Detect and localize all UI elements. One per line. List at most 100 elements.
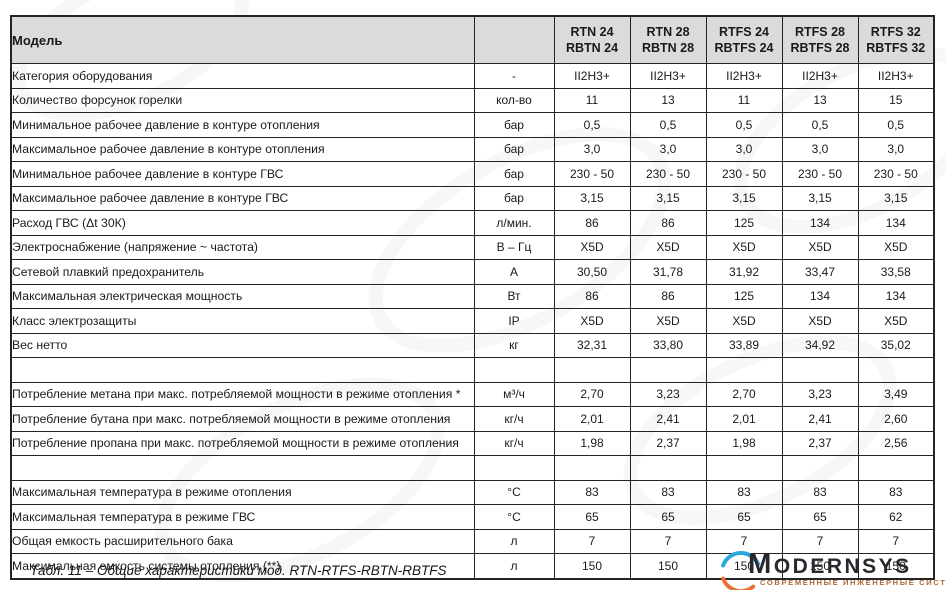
value-cell: 2,41 [781, 406, 859, 432]
table-row: Максимальная емкость системы отопления (… [10, 553, 935, 579]
value-cell: 32,31 [553, 332, 631, 358]
row-unit: кол-во [473, 87, 555, 113]
table-row: Вес нетто кг 32,31 33,80 33,89 34,92 35,02 [10, 332, 935, 358]
row-unit: °С [473, 479, 555, 505]
value-cell: 0,5 [553, 112, 631, 138]
value-cell: 150 [629, 553, 707, 579]
value-cell: X5D [629, 308, 707, 334]
value-cell: 0,5 [781, 112, 859, 138]
unit-header-cell [473, 15, 555, 64]
value-cell: 35,02 [857, 332, 935, 358]
value-cell: 11 [705, 87, 783, 113]
row-unit: м³/ч [473, 381, 555, 407]
value-cell: II2H3+ [629, 63, 707, 89]
value-cell: 134 [857, 283, 935, 309]
value-cell: X5D [705, 308, 783, 334]
value-cell: 65 [781, 504, 859, 530]
logo-tagline: СОВРЕМЕННЫЕ ИНЖЕНЕРНЫЕ СИСТЕМЫ [760, 578, 946, 587]
table-row: Количество форсунок горелки кол-во 11 13 11 1… [10, 87, 935, 113]
logo-circle-icon [721, 551, 761, 590]
value-cell: 150 [553, 553, 631, 579]
row-unit: бар [473, 136, 555, 162]
row-label: Потребление бутана при макс. потребляемо… [10, 406, 475, 432]
table-body: Категория оборудования - II2H3+ II2H3+ II2H3… [10, 63, 935, 579]
table-row: Максимальная температура в режиме ГВС °С 6… [10, 504, 935, 530]
table-row: Минимальное рабочее давление в контуре о… [10, 112, 935, 138]
value-cell [553, 455, 631, 481]
value-cell: 3,23 [781, 381, 859, 407]
row-unit: бар [473, 185, 555, 211]
value-cell: 3,15 [553, 185, 631, 211]
value-cell: 30,50 [553, 259, 631, 285]
value-cell: 2,01 [553, 406, 631, 432]
row-label: Максимальная емкость системы отопления (… [10, 553, 475, 579]
value-cell: 11 [553, 87, 631, 113]
row-label: Максимальное рабочее давление в контуре … [10, 136, 475, 162]
row-label: Вес нетто [10, 332, 475, 358]
row-unit [473, 357, 555, 383]
value-cell: 3,0 [781, 136, 859, 162]
row-unit: - [473, 63, 555, 89]
value-cell: 134 [781, 283, 859, 309]
value-cell: 125 [705, 210, 783, 236]
value-cell: 0,5 [705, 112, 783, 138]
value-cell: 2,41 [629, 406, 707, 432]
value-cell: 7 [553, 528, 631, 554]
row-label: Максимальная электрическая мощность [10, 283, 475, 309]
value-cell: 125 [705, 283, 783, 309]
value-cell: II2H3+ [857, 63, 935, 89]
value-cell: 62 [857, 504, 935, 530]
row-unit: л/мин. [473, 210, 555, 236]
value-cell: X5D [553, 308, 631, 334]
value-cell: 83 [857, 479, 935, 505]
value-cell: 33,58 [857, 259, 935, 285]
table-row: Электроснабжение (напряжение ~ частота) В… [10, 234, 935, 260]
model-column-header: RTFS 24 RBTFS 24 [705, 15, 783, 64]
value-cell: 150 [781, 553, 859, 579]
value-cell: 2,70 [705, 381, 783, 407]
row-label: Расход ГВС (Δt 30К) [10, 210, 475, 236]
value-cell [629, 455, 707, 481]
value-cell: 13 [629, 87, 707, 113]
value-cell: X5D [629, 234, 707, 260]
model-column-header: RTN 24 RBTN 24 [553, 15, 631, 64]
table-row: Минимальное рабочее давление в контуре Г… [10, 161, 935, 187]
value-cell: 2,70 [553, 381, 631, 407]
table-row: Максимальное рабочее давление в контуре … [10, 185, 935, 211]
table-row: Максимальное рабочее давление в контуре … [10, 136, 935, 162]
value-cell: 65 [705, 504, 783, 530]
value-cell [705, 455, 783, 481]
value-cell: 230 - 50 [553, 161, 631, 187]
value-cell: 3,15 [705, 185, 783, 211]
value-cell: 31,78 [629, 259, 707, 285]
row-unit: IP [473, 308, 555, 334]
table-row: Максимальная электрическая мощность Вт 86 8… [10, 283, 935, 309]
value-cell: 33,47 [781, 259, 859, 285]
table-caption: Табл. 11 – Общие характеристики мод. RTN… [30, 563, 447, 578]
row-label: Потребление пропана при макс. потребляем… [10, 430, 475, 456]
table-row: Потребление бутана при макс. потребляемо… [10, 406, 935, 432]
value-cell: X5D [553, 234, 631, 260]
value-cell: 7 [857, 528, 935, 554]
row-label: Максимальное рабочее давление в контуре … [10, 185, 475, 211]
value-cell: 3,15 [629, 185, 707, 211]
model-column-header: RTFS 32 RBTFS 32 [857, 15, 935, 64]
logo-arc-bottom [721, 576, 756, 590]
table-row: Потребление пропана при макс. потребляем… [10, 430, 935, 456]
value-cell: 65 [629, 504, 707, 530]
value-cell: 2,60 [857, 406, 935, 432]
model-column-header: RTN 28 RBTN 28 [629, 15, 707, 64]
value-cell: 33,80 [629, 332, 707, 358]
value-cell: 134 [781, 210, 859, 236]
value-cell: 230 - 50 [781, 161, 859, 187]
row-label: Количество форсунок горелки [10, 87, 475, 113]
value-cell: 3,0 [705, 136, 783, 162]
table-row: Категория оборудования - II2H3+ II2H3+ II2H3… [10, 63, 935, 89]
value-cell: 83 [705, 479, 783, 505]
row-unit [473, 455, 555, 481]
value-cell: 7 [781, 528, 859, 554]
table-row: Сетевой плавкий предохранитель А 30,50 31,7… [10, 259, 935, 285]
value-cell: 3,49 [857, 381, 935, 407]
value-cell: 13 [781, 87, 859, 113]
